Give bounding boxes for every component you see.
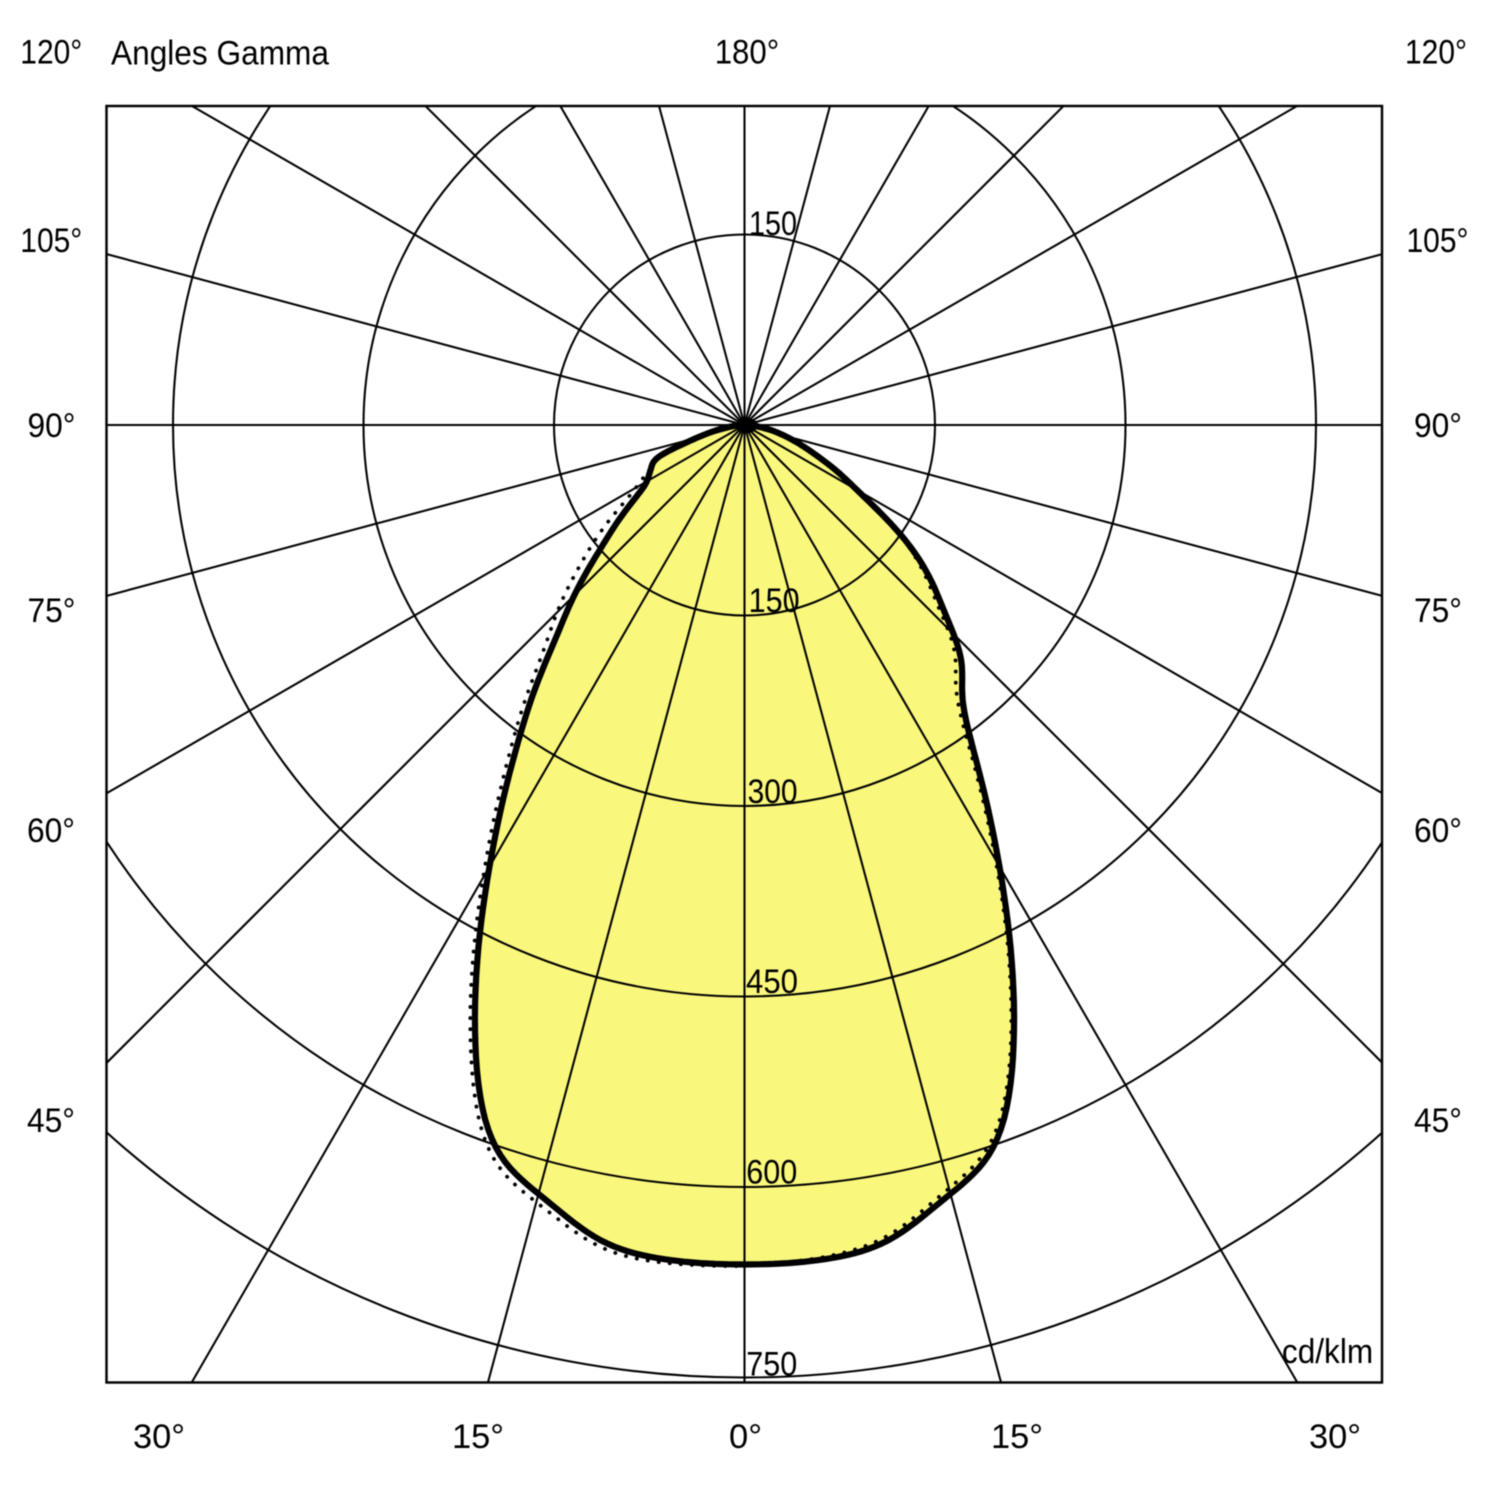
svg-text:45°: 45° [27, 1102, 75, 1140]
svg-text:450: 450 [746, 963, 798, 1001]
svg-text:75°: 75° [28, 592, 76, 630]
svg-text:120°: 120° [1405, 33, 1467, 71]
svg-text:600: 600 [746, 1154, 797, 1192]
svg-text:45°: 45° [1414, 1102, 1462, 1140]
svg-text:750: 750 [746, 1346, 797, 1384]
svg-text:30°: 30° [1309, 1418, 1361, 1456]
svg-text:105°: 105° [20, 222, 82, 260]
svg-text:300: 300 [748, 773, 798, 811]
svg-text:75°: 75° [1414, 592, 1462, 630]
svg-text:0°: 0° [729, 1418, 762, 1456]
svg-text:30°: 30° [133, 1418, 185, 1456]
svg-text:180°: 180° [715, 33, 780, 71]
svg-text:60°: 60° [1414, 812, 1462, 850]
svg-text:15°: 15° [991, 1418, 1043, 1456]
svg-text:15°: 15° [452, 1418, 504, 1456]
svg-text:120°: 120° [20, 33, 82, 71]
svg-text:90°: 90° [1414, 407, 1462, 445]
svg-text:150: 150 [749, 582, 800, 620]
svg-text:cd/klm: cd/klm [1282, 1333, 1373, 1371]
svg-text:105°: 105° [1407, 222, 1469, 260]
svg-text:150: 150 [749, 205, 797, 243]
svg-text:90°: 90° [28, 407, 76, 445]
svg-text:60°: 60° [27, 812, 75, 850]
svg-text:Angles Gamma: Angles Gamma [111, 35, 329, 73]
